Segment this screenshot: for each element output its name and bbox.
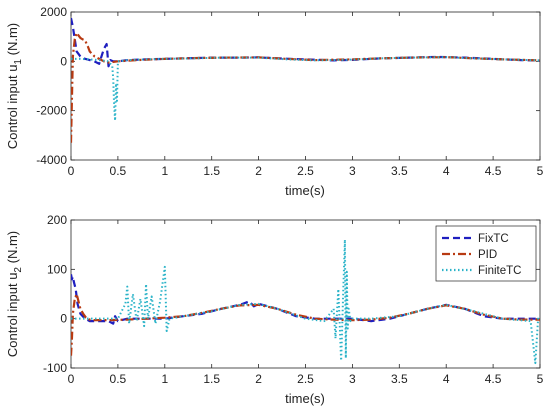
y-ticks-bottom: -100 0 100 200	[43, 213, 540, 375]
y-tick-label: -4000	[36, 153, 67, 167]
legend: FixTC PID FiniteTC	[435, 225, 537, 282]
y-tick-label: 0	[60, 312, 67, 326]
x-tick-label: 2	[255, 164, 262, 178]
legend-label-pid: PID	[478, 249, 497, 261]
x-tick-label: 4.5	[485, 372, 502, 386]
series-line-finitetc	[71, 56, 540, 122]
x-tick-label: 3.5	[391, 372, 408, 386]
x-ticks-bottom: 0 0.5 1 1.5 2 2.5 3 3.5 4 4.5 5	[68, 220, 544, 386]
legend-label-finitetc: FiniteTC	[478, 265, 521, 277]
chart-top: -4000 -2000 0 2000 0 0.5 1 1.5 2 2.5 3 3.5 4 4.5 5 ti…	[5, 5, 544, 198]
series-bottom	[71, 238, 540, 365]
y-tick-label: 200	[47, 213, 67, 227]
y-tick-label: -100	[43, 361, 67, 375]
x-tick-label: 2	[255, 372, 262, 386]
x-tick-label: 4	[443, 372, 450, 386]
x-tick-label: 1	[161, 372, 168, 386]
x-tick-label: 4.5	[485, 164, 502, 178]
x-tick-label: 0	[68, 164, 75, 178]
y-ticks-top: -4000 -2000 0 2000	[36, 5, 540, 167]
x-ticks-top: 0 0.5 1 1.5 2 2.5 3 3.5 4 4.5 5	[68, 12, 544, 178]
legend-box	[435, 225, 537, 282]
plot-area-top	[70, 11, 541, 161]
x-tick-label: 4	[443, 164, 450, 178]
x-tick-label: 1	[161, 164, 168, 178]
x-tick-label: 0.5	[110, 164, 127, 178]
x-tick-label: 2.5	[297, 164, 314, 178]
x-tick-label: 5	[537, 164, 544, 178]
y-tick-label: 100	[47, 262, 67, 276]
x-tick-label: 1.5	[203, 372, 220, 386]
y-axis-label-bottom: Control input u2 (N.m)	[5, 231, 24, 357]
legend-label-fixtc: FixTC	[478, 233, 509, 245]
y-axis-label-top: Control input u1 (N.m)	[5, 23, 24, 149]
y-tick-label: 0	[60, 54, 67, 68]
series-line-pid	[71, 31, 540, 143]
x-tick-label: 0	[68, 372, 75, 386]
y-tick-label: -2000	[36, 104, 67, 118]
x-tick-label: 2.5	[297, 372, 314, 386]
x-tick-label: 3	[349, 164, 356, 178]
x-tick-label: 1.5	[203, 164, 220, 178]
x-tick-label: 3	[349, 372, 356, 386]
x-axis-label-top: time(s)	[285, 183, 325, 198]
x-tick-label: 3.5	[391, 164, 408, 178]
x-tick-label: 0.5	[110, 372, 127, 386]
x-tick-label: 5	[537, 372, 544, 386]
y-tick-label: 2000	[40, 5, 67, 19]
x-axis-label-bottom: time(s)	[285, 391, 325, 406]
series-line-finitetc	[71, 238, 540, 365]
series-top	[71, 17, 540, 143]
